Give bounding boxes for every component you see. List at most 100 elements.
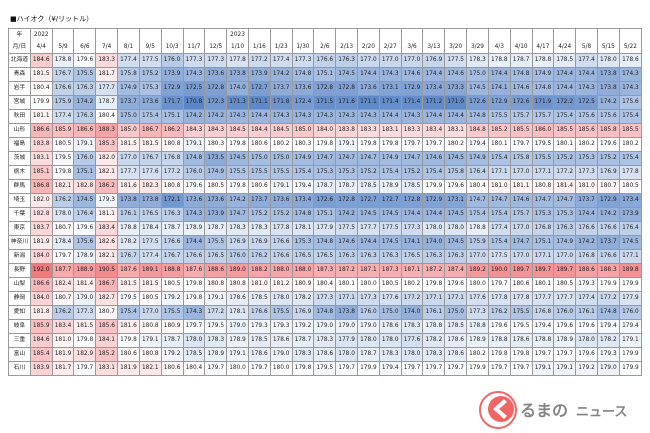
price-cell: 188.3 bbox=[596, 263, 620, 278]
price-cell: 179.2 bbox=[575, 361, 598, 376]
year-cell bbox=[378, 28, 402, 41]
price-cell: 176.8 bbox=[531, 221, 555, 236]
year-cell bbox=[400, 28, 424, 41]
price-cell: 176.4 bbox=[466, 165, 489, 180]
price-cell: 174.9 bbox=[466, 151, 489, 166]
price-cell: 188.8 bbox=[160, 263, 184, 278]
price-cell: 175.8 bbox=[117, 67, 140, 82]
price-cell: 178.7 bbox=[509, 53, 533, 68]
price-cell: 175.4 bbox=[618, 109, 643, 124]
price-cell: 175.1 bbox=[531, 235, 555, 250]
price-cell: 174.3 bbox=[182, 67, 206, 82]
price-cell: 179.7 bbox=[247, 361, 271, 376]
price-cell: 181.0 bbox=[51, 333, 75, 348]
price-cell: 179.4 bbox=[291, 179, 315, 194]
price-cell: 172.7 bbox=[357, 193, 380, 208]
price-cell: 172.4 bbox=[291, 95, 315, 110]
price-cell: 173.8 bbox=[226, 67, 249, 82]
price-cell: 176.7 bbox=[117, 249, 140, 264]
price-cell: 176.6 bbox=[160, 235, 184, 250]
price-cell: 172.3 bbox=[204, 95, 228, 110]
price-cell: 184.1 bbox=[95, 333, 119, 348]
price-cell: 176.3 bbox=[335, 249, 358, 264]
price-cell: 174.3 bbox=[269, 109, 293, 124]
price-cell: 178.7 bbox=[313, 179, 337, 194]
price-cell: 179.0 bbox=[357, 319, 380, 334]
price-cell: 177.5 bbox=[335, 221, 358, 236]
price-cell: 184.0 bbox=[29, 291, 53, 306]
price-cell: 176.0 bbox=[357, 305, 380, 320]
price-cell: 173.6 bbox=[182, 193, 206, 208]
table-row: 富山 185.4 181.9 182.9 185.2 180.6 180.8 179.2 178… bbox=[8, 347, 643, 362]
price-cell: 179.6 bbox=[553, 319, 577, 334]
price-cell: 186.6 bbox=[73, 123, 97, 138]
price-cell: 177.4 bbox=[269, 53, 293, 68]
price-cell: 174.6 bbox=[335, 235, 358, 250]
price-cell: 180.5 bbox=[138, 291, 162, 306]
price-cell: 174.8 bbox=[291, 67, 315, 82]
price-cell: 172.9 bbox=[596, 193, 620, 208]
price-cell: 175.7 bbox=[509, 207, 533, 222]
date-column-header: 4/17 bbox=[531, 41, 555, 54]
price-cell: 181.5 bbox=[138, 277, 162, 292]
price-cell: 179.0 bbox=[596, 361, 620, 376]
price-cell: 183.3 bbox=[95, 53, 119, 68]
price-cell: 184.5 bbox=[269, 123, 293, 138]
price-cell: 172.6 bbox=[313, 193, 337, 208]
price-cell: 174.7 bbox=[553, 193, 577, 208]
price-cell: 178.9 bbox=[378, 179, 402, 194]
price-cell: 179.6 bbox=[487, 319, 511, 334]
price-cell: 171.1 bbox=[247, 95, 271, 110]
price-cell: 173.9 bbox=[160, 67, 184, 82]
price-cell: 174.3 bbox=[400, 109, 424, 124]
price-cell: 172.9 bbox=[160, 81, 184, 96]
price-cell: 178.6 bbox=[378, 319, 402, 334]
price-cell: 178.8 bbox=[487, 333, 511, 348]
price-cell: 178.0 bbox=[575, 333, 598, 348]
price-cell: 183.4 bbox=[95, 221, 119, 236]
price-cell: 177.3 bbox=[357, 291, 380, 306]
price-cell: 174.3 bbox=[182, 207, 206, 222]
date-column-header: 5/8 bbox=[575, 41, 598, 54]
table-title: ■ハイオク（¥/リットル） bbox=[10, 15, 94, 23]
price-cell: 179.8 bbox=[117, 333, 140, 348]
price-cell: 173.7 bbox=[596, 235, 620, 250]
price-cell: 178.6 bbox=[509, 333, 533, 348]
price-cell: 177.8 bbox=[226, 53, 249, 68]
price-cell: 179.9 bbox=[618, 361, 643, 376]
price-cell: 176.6 bbox=[575, 221, 598, 236]
price-cell: 174.3 bbox=[291, 109, 315, 124]
price-cell: 174.8 bbox=[313, 305, 337, 320]
price-cell: 175.6 bbox=[73, 235, 97, 250]
price-cell: 180.6 bbox=[247, 179, 271, 194]
year-cell bbox=[357, 28, 380, 41]
prefecture-label: 静岡 bbox=[8, 291, 31, 306]
price-cell: 177.8 bbox=[269, 221, 293, 236]
price-cell: 180.2 bbox=[618, 137, 643, 152]
price-cell: 171.7 bbox=[160, 95, 184, 110]
price-cell: 187.7 bbox=[51, 263, 75, 278]
price-cell: 178.7 bbox=[204, 221, 228, 236]
price-cell: 177.7 bbox=[117, 165, 140, 180]
price-cell: 177.2 bbox=[247, 53, 271, 68]
price-cell: 177.0 bbox=[378, 53, 402, 68]
price-cell: 175.1 bbox=[73, 165, 97, 180]
price-cell: 175.4 bbox=[291, 165, 315, 180]
price-cell: 180.4 bbox=[29, 81, 53, 96]
price-cell: 186.2 bbox=[160, 123, 184, 138]
price-cell: 179.7 bbox=[182, 319, 206, 334]
price-cell: 185.1 bbox=[29, 165, 53, 180]
price-cell: 185.6 bbox=[575, 123, 598, 138]
price-cell: 179.5 bbox=[51, 151, 75, 166]
price-cell: 174.4 bbox=[575, 67, 598, 82]
year-cell bbox=[73, 28, 97, 41]
price-cell: 179.4 bbox=[618, 319, 643, 334]
price-cell: 180.8 bbox=[226, 277, 249, 292]
date-column-header: 4/24 bbox=[553, 41, 577, 54]
table-row: 岩手 180.4 176.6 176.3 177.7 174.9 175.3 172.9 172… bbox=[8, 81, 643, 96]
price-cell: 176.0 bbox=[182, 165, 206, 180]
price-cell: 180.7 bbox=[51, 291, 75, 306]
price-cell: 172.6 bbox=[466, 95, 489, 110]
price-cell: 187.6 bbox=[117, 263, 140, 278]
price-cell: 176.9 bbox=[226, 235, 249, 250]
